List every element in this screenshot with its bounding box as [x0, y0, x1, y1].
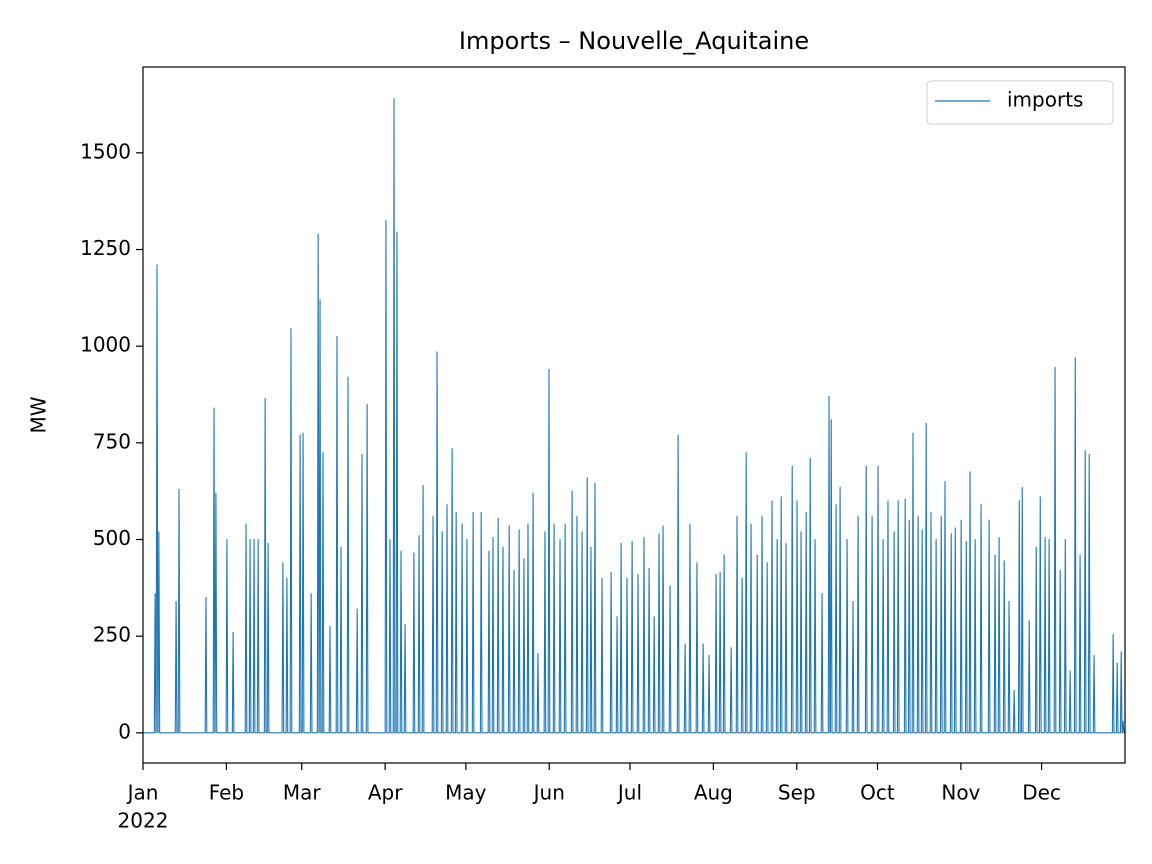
plot-frame	[142, 66, 1126, 764]
chart-title: Imports – Nouvelle_Aquitaine	[459, 27, 809, 55]
y-tick-label: 1250	[80, 236, 131, 260]
x-tick-label: Jul	[616, 781, 642, 805]
y-tick-label: 1500	[80, 139, 131, 163]
x-tick-label: Jan	[126, 781, 159, 805]
y-tick-label: 1000	[80, 333, 131, 357]
y-tick-label: 750	[93, 429, 131, 453]
x-tick-label: Jun	[532, 781, 565, 805]
x-tick-label: Apr	[368, 781, 403, 805]
y-tick-label: 250	[93, 623, 131, 647]
x-tick-label: Mar	[283, 781, 322, 805]
x-tick-label: Nov	[941, 781, 980, 805]
y-tick-label: 0	[118, 719, 131, 743]
y-tick-label: 500	[93, 526, 131, 550]
x-tick-label: May	[445, 781, 487, 805]
legend-label: imports	[1007, 88, 1083, 112]
x-tick-label: Dec	[1022, 781, 1061, 805]
x-tick-label: Oct	[860, 781, 895, 805]
y-axis-label: MW	[27, 396, 51, 433]
x-offset-label: 2022	[118, 809, 169, 833]
x-tick-label: Sep	[778, 781, 816, 805]
legend-box	[926, 80, 1114, 125]
data-line	[143, 98, 1125, 734]
x-tick-label: Feb	[209, 781, 244, 805]
x-tick-label: Aug	[694, 781, 733, 805]
